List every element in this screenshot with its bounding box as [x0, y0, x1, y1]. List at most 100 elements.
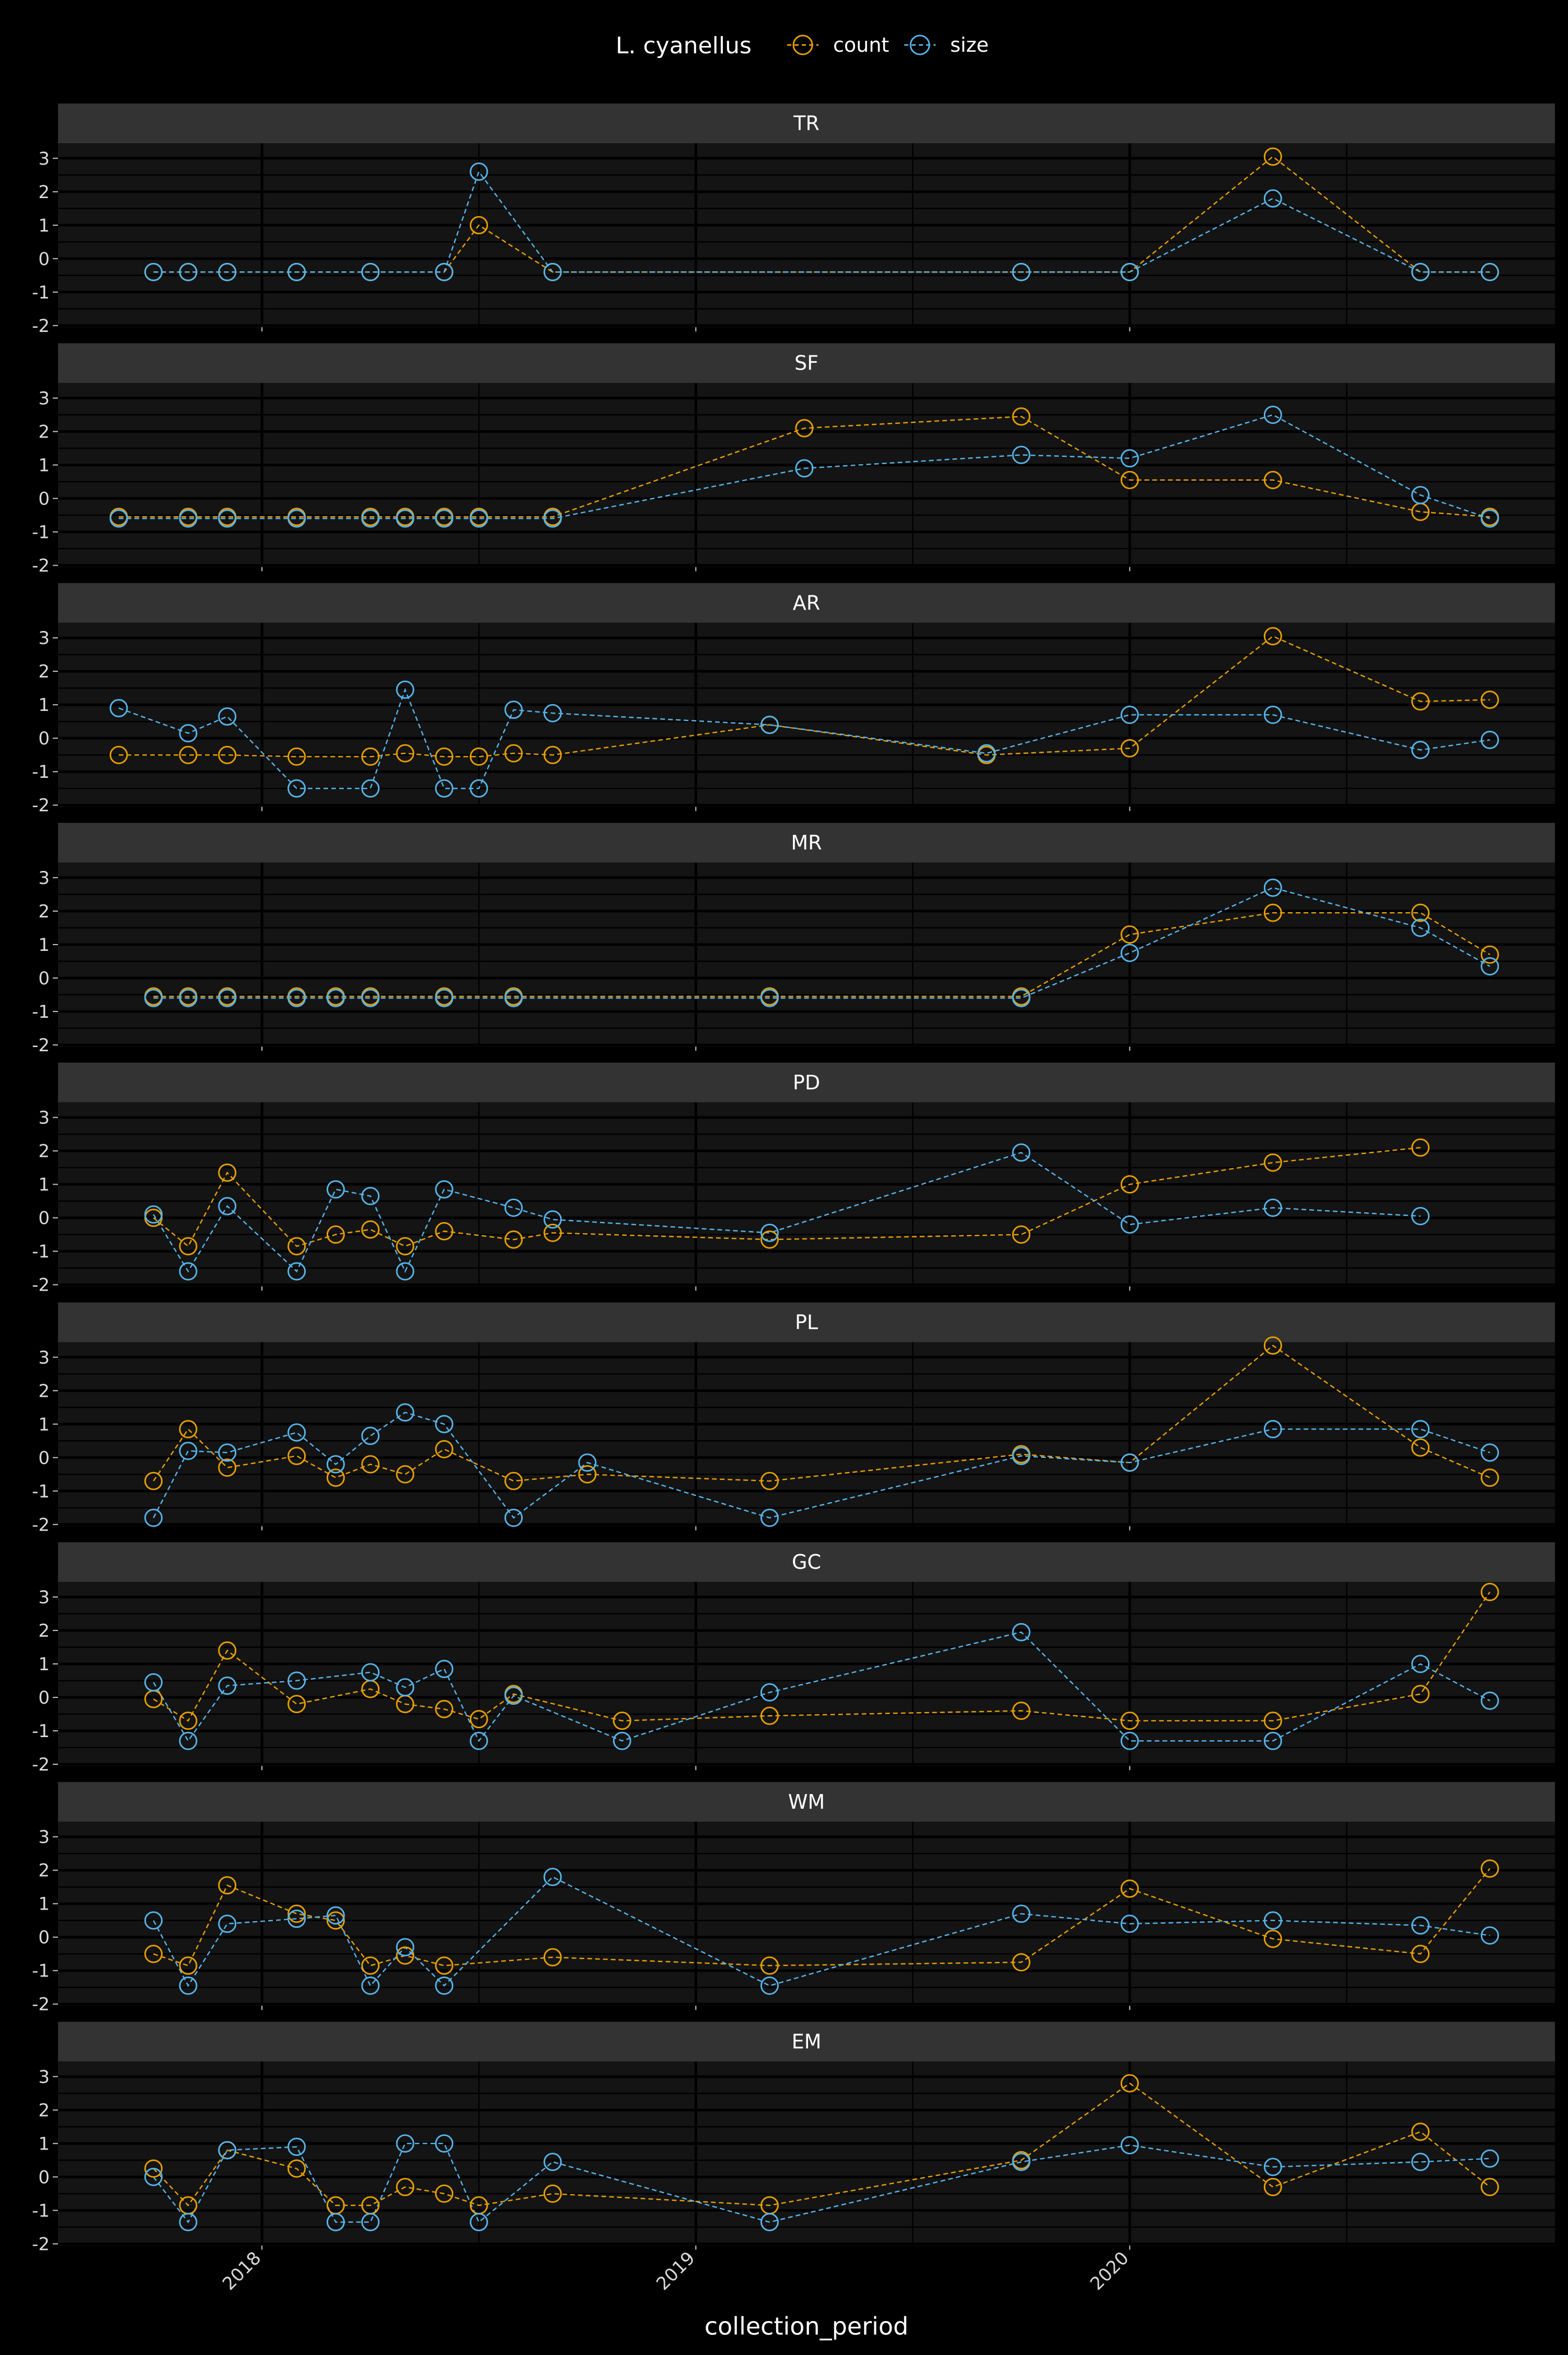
- data-point-size: [218, 1443, 237, 1462]
- data-point-size: [218, 262, 237, 281]
- panel-plot-area: [58, 1102, 1555, 1286]
- data-point-size: [1480, 1443, 1499, 1462]
- y-tick-label: 1: [38, 455, 50, 476]
- data-point-count: [1263, 2178, 1282, 2197]
- data-point-size: [396, 2134, 414, 2153]
- data-point-count: [1480, 945, 1499, 964]
- data-point-size: [1480, 2149, 1499, 2168]
- data-point-count: [1120, 1711, 1139, 1730]
- y-tick-label: -1: [32, 522, 50, 543]
- panel-strip: [58, 1302, 1555, 1342]
- y-tick-label: -1: [32, 1002, 50, 1023]
- data-point-size: [287, 262, 306, 281]
- data-point-size: [1263, 705, 1282, 724]
- data-point-size: [144, 262, 163, 281]
- data-point-size: [1120, 705, 1139, 724]
- data-point-size: [287, 509, 306, 528]
- data-point-size: [1411, 486, 1430, 504]
- series-line-size: [153, 1152, 1421, 1273]
- data-point-count: [287, 1904, 306, 1923]
- panel-plot-area: [58, 863, 1555, 1047]
- data-point-size: [361, 2213, 380, 2232]
- data-point-size: [435, 1415, 454, 1433]
- y-tick-label: 0: [38, 489, 50, 510]
- data-point-size: [1480, 1691, 1499, 1710]
- data-point-size: [287, 1423, 306, 1442]
- data-point-size: [144, 1509, 163, 1527]
- data-point-size: [469, 1731, 488, 1750]
- y-tick-label: 2: [38, 1860, 50, 1881]
- x-tick-label: 2019: [652, 2248, 699, 2294]
- y-tick-label: 1: [38, 1414, 50, 1435]
- y-tick-label: -1: [32, 1961, 50, 1982]
- data-point-count: [543, 2184, 562, 2203]
- panel-tr: TR 3 2 1 0 -1 -2: [32, 104, 1555, 337]
- data-point-count: [435, 1956, 454, 1975]
- data-point-size: [144, 1911, 163, 1930]
- data-point-count: [1120, 470, 1139, 489]
- data-point-size: [504, 1686, 523, 1705]
- series-line-count: [153, 2082, 1491, 2207]
- data-point-size: [179, 989, 198, 1007]
- data-point-count: [435, 747, 454, 766]
- y-tick-label: 0: [38, 1448, 50, 1468]
- data-point-count: [1120, 1175, 1139, 1194]
- data-point-size: [179, 1442, 198, 1460]
- data-point-size: [1480, 509, 1499, 528]
- data-point-count: [179, 1420, 198, 1439]
- y-tick-label: 0: [38, 728, 50, 749]
- data-point-size: [179, 509, 198, 528]
- data-point-size: [1120, 1731, 1139, 1750]
- panel-gc: GC 3 2 1 0 -1 -2: [32, 1542, 1555, 1775]
- data-point-size: [1012, 1904, 1031, 1923]
- data-point-size: [287, 2138, 306, 2156]
- panel-strip: [58, 1782, 1555, 1822]
- data-point-size: [109, 699, 128, 718]
- data-point-size: [326, 1906, 345, 1925]
- data-point-count: [1480, 691, 1499, 709]
- data-point-size: [1012, 989, 1031, 1007]
- data-point-count: [1263, 903, 1282, 922]
- data-point-count: [1411, 692, 1430, 711]
- data-point-count: [435, 1440, 454, 1458]
- data-point-size: [1120, 1914, 1139, 1933]
- series-line-count: [119, 635, 1490, 757]
- data-point-count: [435, 2184, 454, 2203]
- y-tick-label: 2: [38, 182, 50, 203]
- data-point-count: [1012, 1225, 1031, 1244]
- data-point-count: [218, 1641, 237, 1660]
- data-point-count: [1263, 1153, 1282, 1172]
- data-point-size: [1263, 1420, 1282, 1439]
- data-point-count: [396, 744, 414, 763]
- data-point-size: [396, 1938, 414, 1957]
- data-point-size: [287, 1910, 306, 1928]
- data-point-size: [396, 509, 414, 528]
- data-point-count: [760, 1472, 779, 1490]
- data-point-size: [144, 2167, 163, 2186]
- y-tick-label: -1: [32, 1721, 50, 1742]
- data-point-size: [396, 1678, 414, 1697]
- data-point-count: [361, 747, 380, 766]
- y-tick-label: -2: [32, 316, 50, 337]
- data-point-size: [1263, 1198, 1282, 1217]
- data-point-size: [543, 1210, 562, 1229]
- data-point-size: [1012, 1446, 1031, 1465]
- data-point-size: [326, 1455, 345, 1474]
- panel-ar: AR 3 2 1 0 -1 -2: [32, 583, 1555, 816]
- data-point-count: [578, 1465, 597, 1484]
- y-tick-label: 2: [38, 422, 50, 443]
- data-point-size: [435, 1660, 454, 1679]
- data-point-count: [1411, 2122, 1430, 2141]
- y-tick-label: -2: [32, 795, 50, 816]
- data-point-size: [361, 1977, 380, 1995]
- series-line-count: [153, 912, 1491, 997]
- data-point-count: [504, 744, 523, 763]
- panel-strip-label: MR: [791, 831, 822, 854]
- data-point-size: [543, 509, 562, 528]
- data-point-size: [218, 509, 237, 528]
- data-point-count: [469, 216, 488, 235]
- data-point-size: [218, 1197, 237, 1215]
- y-tick-label: 2: [38, 2100, 50, 2121]
- data-point-count: [795, 419, 814, 438]
